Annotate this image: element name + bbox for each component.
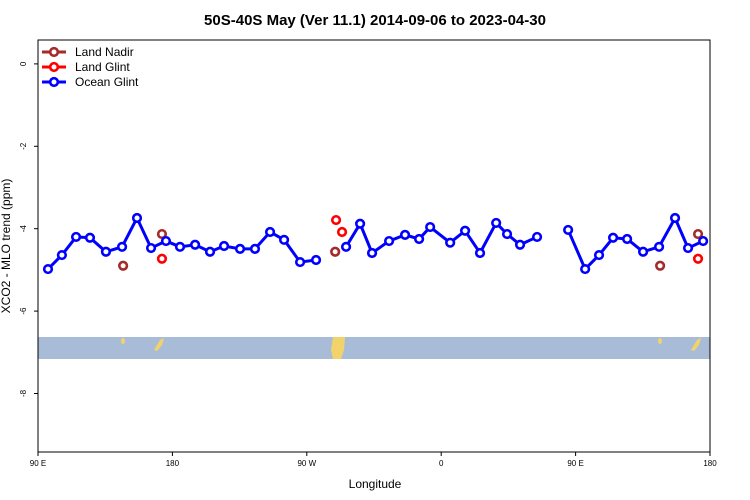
data-point [655,260,666,271]
data-point [70,231,82,243]
data-point [692,253,704,264]
data-point [279,234,290,245]
data-point [474,247,486,259]
data-point [622,233,633,245]
x-tick-label: 90 E [567,459,583,468]
data-point [637,246,649,257]
data-point [156,228,168,240]
data-point [459,225,471,236]
data-point [56,249,67,261]
data-point [445,237,456,248]
data-point [84,232,96,243]
data-point [698,235,709,247]
x-tick-label: 0 [439,459,444,468]
data-point [294,256,306,268]
data-point [366,247,378,259]
data-point [145,242,157,254]
data-point [692,228,704,240]
series-line [46,214,704,272]
legend-label: Ocean Glint [75,75,139,89]
data-point [607,232,619,243]
x-tick-label: 180 [703,459,717,468]
data-point [336,226,348,238]
data-point [310,254,322,266]
data-point [501,228,513,240]
data-point [174,241,186,252]
data-point [100,246,112,257]
x-tick-label: 90 E [30,459,46,468]
y-tick-label: -4 [19,225,28,233]
y-tick-label: 0 [19,61,28,66]
data-point [116,241,128,252]
chart-title: 50S-40S May (Ver 11.1) 2014-09-06 to 202… [204,12,546,29]
y-axis-label: XCO2 - MLO trend (ppm) [0,179,13,314]
data-point [189,239,201,250]
y-tick-label: -6 [19,307,28,315]
data-point [383,235,395,247]
legend-marker [48,46,60,58]
data-point [204,246,216,257]
data-point [531,231,543,243]
x-tick-label: 90 W [297,459,316,468]
data-point [131,212,143,224]
data-point [355,218,366,229]
legend-label: Land Glint [75,60,130,74]
data-point [234,243,246,254]
data-point [563,224,574,236]
legend-marker [48,61,60,73]
data-point [330,246,341,257]
legend-label: Land Nadir [75,45,134,59]
data-point [514,239,526,250]
data-point [118,260,129,271]
data-point [425,221,436,233]
data-point [413,233,425,245]
data-point [156,253,168,264]
x-tick-label: 180 [166,459,180,468]
data-point [580,263,591,275]
data-point [491,217,502,229]
data-point [160,235,172,247]
x-axis-label: Longitude [349,477,402,491]
legend-marker [48,76,60,88]
data-point [218,240,230,252]
map-strip [38,337,710,359]
data-point [399,229,411,240]
data-point [330,214,342,226]
y-tick-label: -2 [19,142,28,150]
data-point [42,263,54,275]
data-point [669,212,681,224]
data-point [264,226,276,238]
data-point [593,249,605,261]
data-point [682,242,694,254]
y-tick-label: -8 [19,389,28,397]
data-point [340,241,352,252]
data-point [249,243,261,254]
data-point [653,241,665,252]
plot-frame [37,39,711,453]
